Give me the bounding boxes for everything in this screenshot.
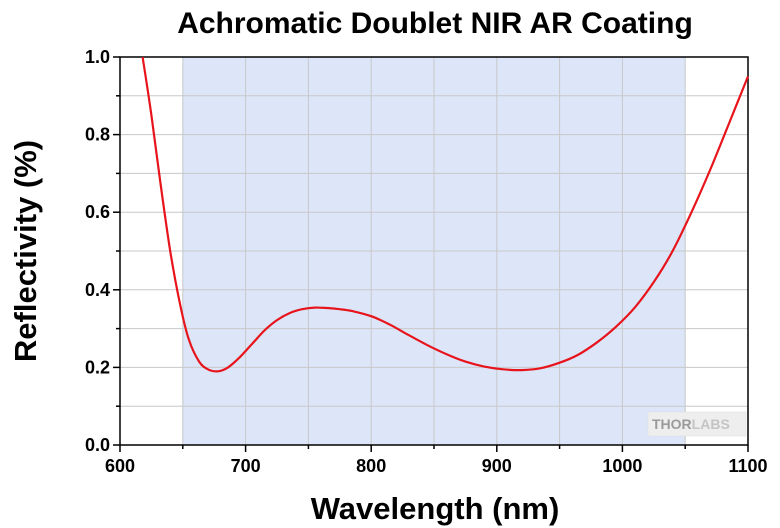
y-tick-label: 0.8 [85,125,110,145]
grid-lines [120,57,748,445]
thorlabs-logo: THORLABS [647,411,747,437]
x-tick-label: 800 [356,456,386,476]
y-tick-label: 0.6 [85,202,110,222]
chart-title: Achromatic Doublet NIR AR Coating [177,7,693,40]
x-tick-label: 900 [482,456,512,476]
y-tick-label: 1.0 [85,47,110,67]
y-axis-label: Reflectivity (%) [8,140,43,362]
y-tick-label: 0.0 [85,435,110,455]
y-tick-label: 0.2 [85,357,110,377]
logo-background [647,411,747,437]
y-tick-label: 0.4 [85,280,110,300]
x-tick-label: 600 [105,456,135,476]
axis-ticks [113,56,749,452]
reflectivity-curve [141,56,750,373]
logo-text: THORLABS [652,416,730,432]
y-tick-labels: 0.0 0.2 0.4 0.6 0.8 1.0 [85,47,110,455]
x-tick-label: 1000 [602,456,642,476]
x-tick-labels: 600 700 800 900 1000 1100 [105,456,768,476]
x-axis-label: Wavelength (nm) [311,491,560,526]
x-tick-label: 700 [231,456,261,476]
x-tick-label: 1100 [728,456,767,476]
